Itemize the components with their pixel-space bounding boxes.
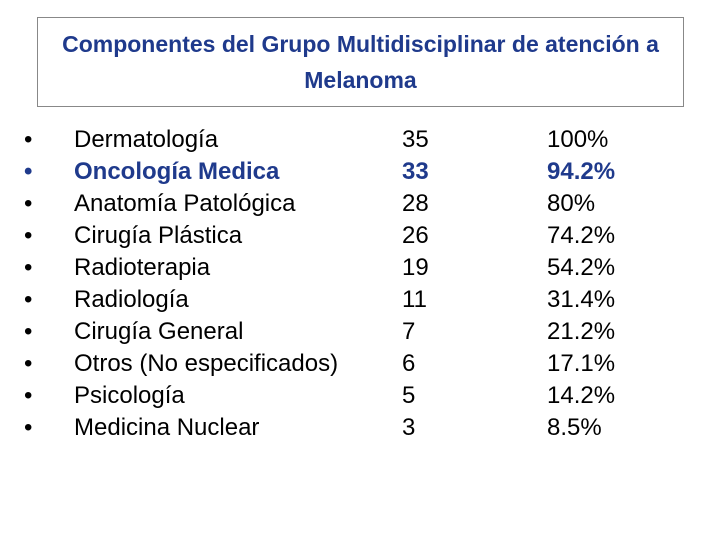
count: 6	[402, 350, 416, 377]
percent: 80%	[547, 190, 596, 217]
percent: 100%	[547, 126, 609, 153]
list-row: • Cirugía General 7 21.2%	[0, 316, 720, 348]
specialty-name: Radioterapia	[74, 254, 211, 281]
count: 11	[402, 286, 427, 313]
specialty-name: Cirugía Plástica	[74, 222, 243, 249]
list-row: • Oncología Medica 33 94.2%	[0, 156, 720, 188]
list-row: • Medicina Nuclear 3 8.5%	[0, 412, 720, 444]
count: 5	[402, 382, 416, 409]
percent: 17.1%	[547, 350, 616, 377]
bullet: •	[24, 382, 33, 409]
list-row: • Anatomía Patológica 28 80%	[0, 188, 720, 220]
count: 3	[402, 414, 416, 441]
bullet: •	[24, 190, 33, 217]
list-row: • Dermatología 35 100%	[0, 124, 720, 156]
bullet: •	[24, 126, 33, 153]
count: 7	[402, 318, 416, 345]
percent: 74.2%	[547, 222, 616, 249]
bullet: •	[24, 222, 33, 249]
list: • Dermatología 35 100% • Oncología Medica 33 94…	[0, 124, 720, 444]
percent: 21.2%	[547, 318, 616, 345]
list-row: • Radiología 11 31.4%	[0, 284, 720, 316]
bullet: •	[24, 350, 33, 377]
list-row: • Otros (No especificados) 6 17.1%	[0, 348, 720, 380]
percent: 14.2%	[547, 382, 616, 409]
count: 19	[402, 254, 429, 281]
specialty-name: Anatomía Patológica	[74, 190, 296, 217]
percent: 31.4%	[547, 286, 616, 313]
bullet: •	[24, 318, 33, 345]
specialty-name: Radiología	[74, 286, 189, 313]
title: Componentes del Grupo Multidisciplinar d…	[62, 31, 659, 93]
list-row: • Radioterapia 19 54.2%	[0, 252, 720, 284]
bullet: •	[24, 414, 33, 441]
percent: 8.5%	[547, 414, 602, 441]
count: 35	[402, 126, 429, 153]
list-row: • Psicología 5 14.2%	[0, 380, 720, 412]
specialty-name: Psicología	[74, 382, 185, 409]
percent: 94.2%	[547, 158, 616, 185]
title-box: Componentes del Grupo Multidisciplinar d…	[37, 17, 684, 107]
count: 33	[402, 158, 429, 185]
list-row: • Cirugía Plástica 26 74.2%	[0, 220, 720, 252]
percent: 54.2%	[547, 254, 616, 281]
bullet: •	[24, 254, 33, 281]
count: 28	[402, 190, 429, 217]
bullet: •	[24, 158, 33, 185]
specialty-name: Cirugía General	[74, 318, 244, 345]
specialty-name: Medicina Nuclear	[74, 414, 260, 441]
bullet: •	[24, 286, 33, 313]
count: 26	[402, 222, 429, 249]
specialty-name: Dermatología	[74, 126, 219, 153]
specialty-name: Otros (No especificados)	[74, 350, 339, 377]
specialty-name: Oncología Medica	[74, 158, 280, 185]
